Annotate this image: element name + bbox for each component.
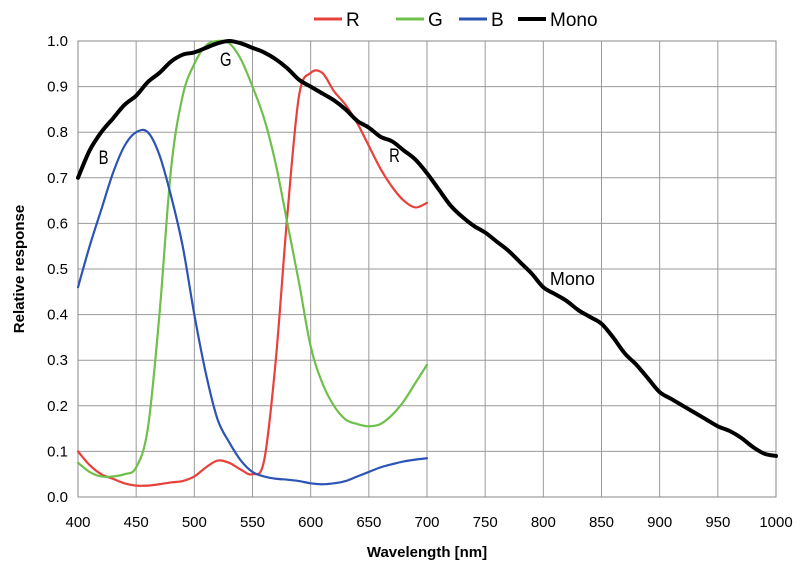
- y-tick-label: 0.9: [47, 79, 68, 96]
- x-tick-label: 400: [65, 514, 90, 531]
- x-tick-label: 550: [240, 514, 265, 531]
- series-lines: [76, 39, 778, 487]
- x-axis-label: Wavelength [nm]: [367, 544, 487, 561]
- grid: [77, 40, 777, 498]
- annotation-mono: Mono: [550, 269, 595, 289]
- series-line-g: [76, 39, 429, 479]
- x-tick-label: 900: [647, 514, 672, 531]
- y-tick-label: 0.6: [47, 215, 68, 232]
- y-tick-label: 0.5: [47, 261, 68, 278]
- x-tick-label: 950: [705, 514, 730, 531]
- y-tick-label: 0.8: [47, 124, 68, 141]
- curve-annotations: G B R Mono: [99, 49, 595, 289]
- legend: R G B Mono: [314, 10, 598, 31]
- legend-label-b: B: [491, 10, 504, 31]
- y-tick-label: 0.4: [47, 307, 68, 324]
- x-tick-label: 450: [124, 514, 149, 531]
- y-tick-label: 0.0: [47, 489, 68, 506]
- y-tick-label: 0.3: [47, 352, 68, 369]
- y-tick-label: 0.7: [47, 170, 68, 187]
- annotation-r: R: [389, 145, 400, 166]
- x-tick-label: 850: [589, 514, 614, 531]
- x-tick-label: 800: [531, 514, 556, 531]
- series-line-mono: [76, 39, 778, 458]
- series-line-b: [76, 128, 429, 486]
- x-tick-label: 700: [414, 514, 439, 531]
- y-tick-label: 1.0: [47, 33, 68, 50]
- y-tick-label: 0.2: [47, 398, 68, 415]
- legend-label-mono: Mono: [550, 10, 598, 31]
- legend-label-r: R: [346, 10, 360, 31]
- tick-labels: 400 450 500 550 600 650 700 750 800 850 900 950 1000…: [47, 33, 793, 531]
- y-axis-label: Relative response: [11, 205, 28, 333]
- series-line-r: [76, 69, 429, 487]
- legend-label-g: G: [428, 10, 443, 31]
- annotation-b: B: [99, 147, 109, 168]
- x-tick-label: 650: [356, 514, 381, 531]
- y-tick-label: 0.1: [47, 443, 68, 460]
- x-tick-label: 1000: [759, 514, 792, 531]
- x-tick-label: 750: [473, 514, 498, 531]
- plot-frame: [77, 40, 777, 498]
- x-tick-label: 500: [182, 514, 207, 531]
- annotation-g: G: [220, 49, 232, 70]
- x-tick-label: 600: [298, 514, 323, 531]
